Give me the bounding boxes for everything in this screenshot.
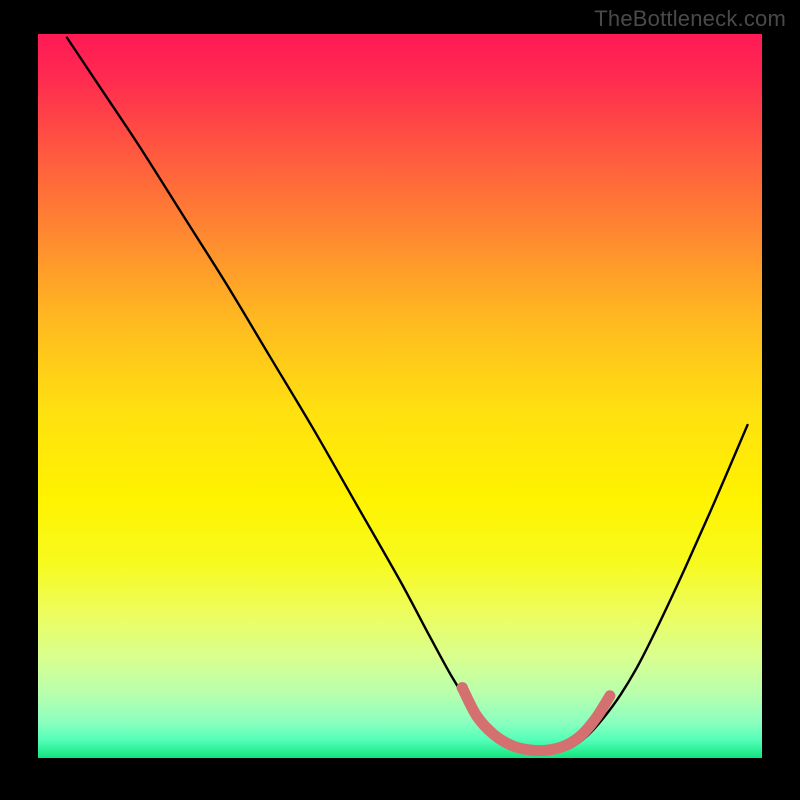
- chart-background: [38, 34, 762, 758]
- chart-svg: [38, 34, 762, 758]
- watermark-text: TheBottleneck.com: [594, 6, 786, 32]
- bottleneck-accent-start-dot: [457, 682, 468, 693]
- chart-plot-area: [38, 34, 762, 758]
